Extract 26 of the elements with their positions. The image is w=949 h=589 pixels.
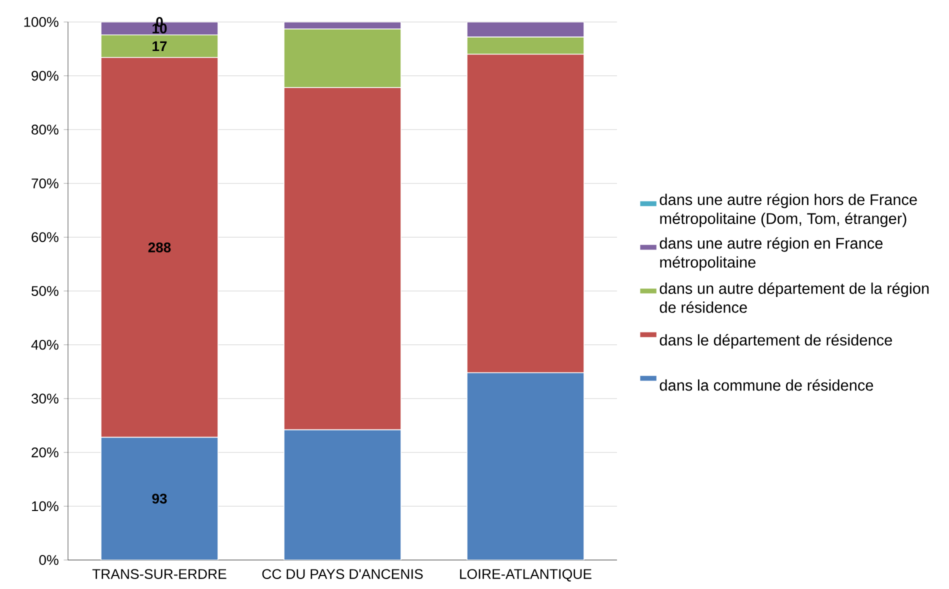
y-tick-label: 80% xyxy=(32,124,58,135)
y-tick-label: 70% xyxy=(32,178,58,188)
bar xyxy=(100,436,218,560)
x-tick-label: LOIRE-ATLANTIQUE xyxy=(460,569,592,582)
y-tick-label: 100% xyxy=(24,17,58,27)
legend-label: dans le département de résidence xyxy=(660,334,892,349)
y-tick-label: 40% xyxy=(31,340,58,350)
x-tick-label: TRANS-SUR-ERDRE xyxy=(92,569,226,579)
bar xyxy=(466,372,584,560)
legend-label: dans un autre département de la région de résidence xyxy=(660,282,929,313)
annotation: 288 xyxy=(148,242,171,252)
y-tick-label: 20% xyxy=(32,447,58,458)
annotation: 93 xyxy=(152,494,167,504)
bar xyxy=(284,429,402,560)
y-tick-label: 50% xyxy=(32,286,58,296)
y-tick-label: 60% xyxy=(32,232,58,242)
legend-label: dans une autre région hors de France métropolitaine (Dom, Tom, étranger) xyxy=(660,194,917,228)
y-tick-label: 90% xyxy=(32,70,58,81)
annotation: 17 xyxy=(152,41,167,51)
legend-label: dans une autre région en France métropolitaine xyxy=(660,237,883,271)
x-tick-label: CC DU PAYS D'ANCENIS xyxy=(262,569,423,579)
legend-label: dans la commune de résidence xyxy=(660,379,874,391)
y-tick-label: 10% xyxy=(32,501,58,512)
y-tick-label: 30% xyxy=(32,394,58,404)
y-tick-label: 0% xyxy=(39,555,58,565)
bar xyxy=(466,22,584,38)
